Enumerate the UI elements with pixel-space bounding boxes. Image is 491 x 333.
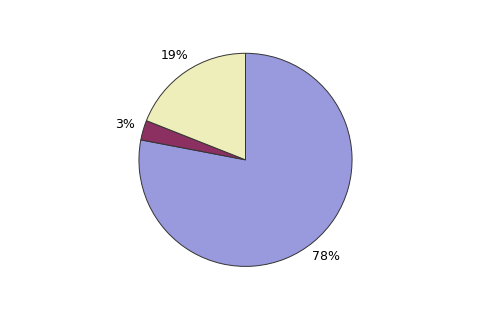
Text: 19%: 19% — [161, 49, 189, 62]
Wedge shape — [141, 121, 246, 160]
Text: 3%: 3% — [115, 118, 135, 131]
Wedge shape — [146, 53, 246, 160]
Text: 78%: 78% — [312, 250, 340, 263]
Wedge shape — [139, 53, 352, 266]
